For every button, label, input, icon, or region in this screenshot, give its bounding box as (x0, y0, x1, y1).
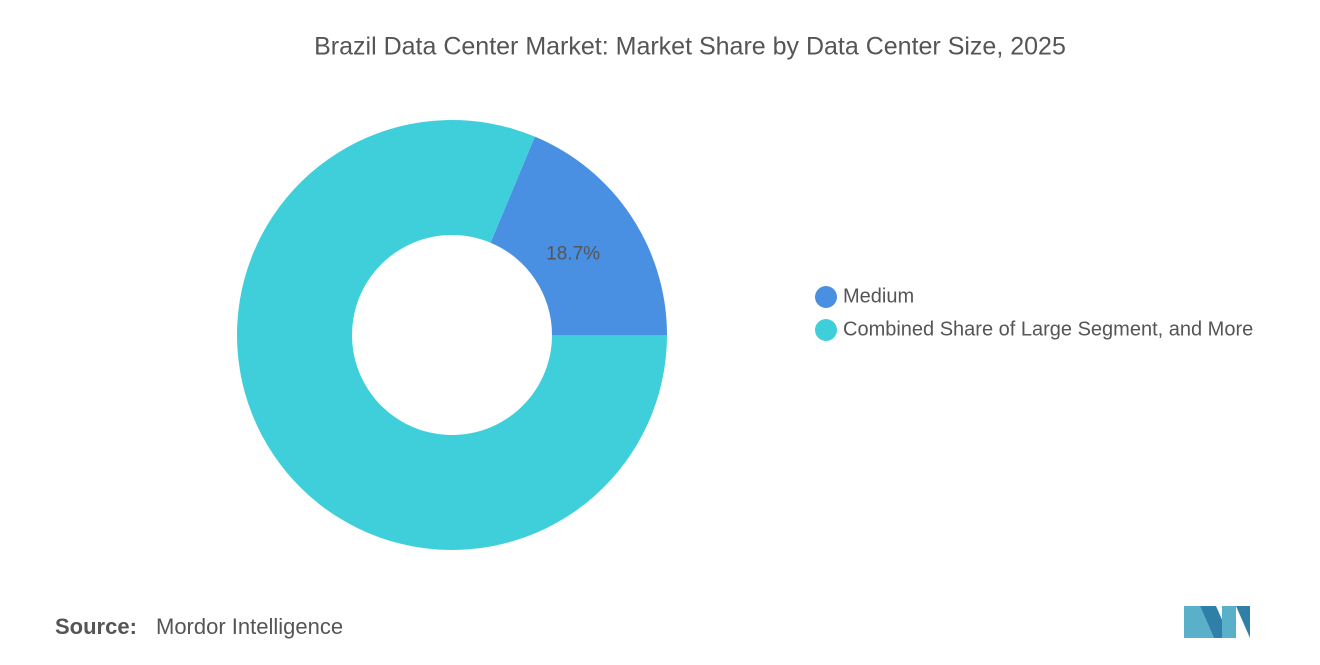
legend-marker (815, 286, 837, 308)
source: Mordor Intelligence (156, 614, 343, 639)
logo (1184, 606, 1250, 638)
chart-title: Brazil Data Center Market: Market Share … (314, 33, 1066, 61)
legend-marker (815, 319, 837, 341)
data-label: 18.7% (546, 243, 600, 264)
donut-slice (237, 120, 667, 550)
source-label: Source: (55, 614, 137, 639)
legend-label: Medium (843, 285, 914, 307)
legend-label: Combined Share of Large Segment, and Mor… (843, 318, 1253, 340)
donut-slice (490, 136, 667, 335)
